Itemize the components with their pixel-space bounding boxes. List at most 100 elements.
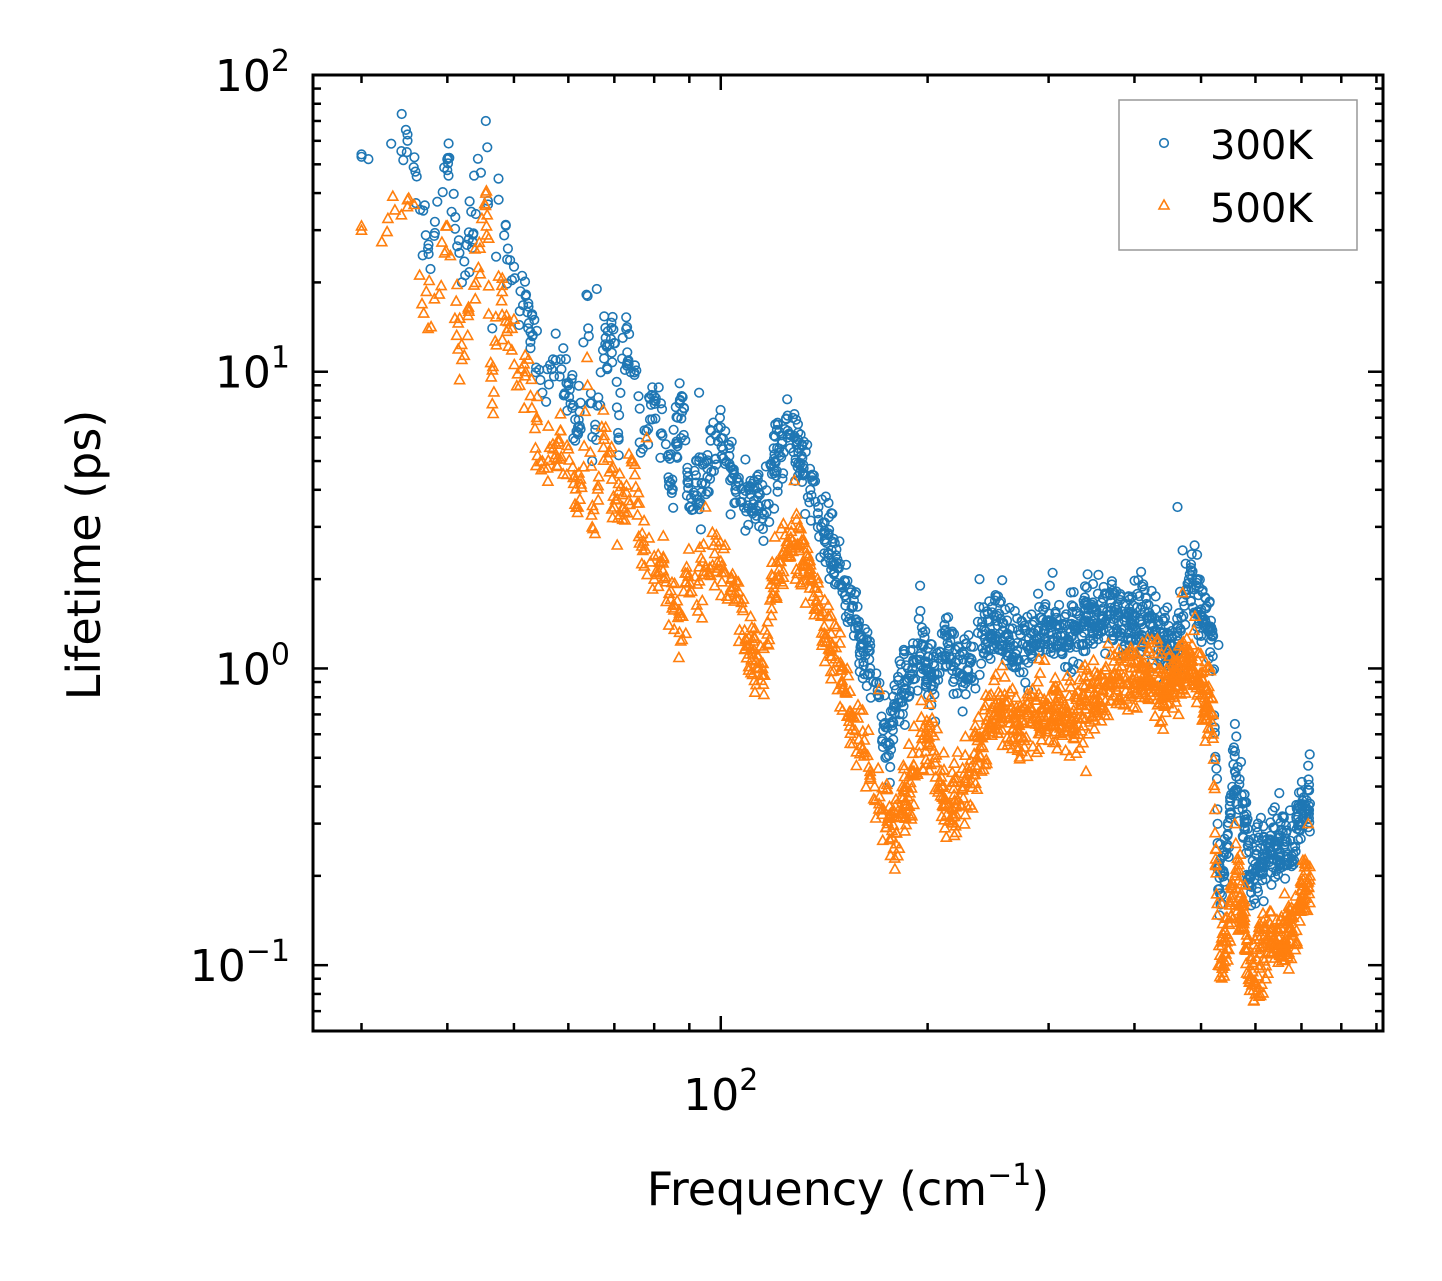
data-point xyxy=(907,719,921,732)
data-point xyxy=(974,573,985,585)
data-point xyxy=(638,559,651,571)
data-point xyxy=(1277,935,1291,947)
data-point xyxy=(1278,812,1289,824)
data-point xyxy=(1099,660,1113,672)
data-point xyxy=(1035,705,1049,718)
data-point xyxy=(810,496,821,507)
data-point xyxy=(1261,847,1273,859)
data-point xyxy=(525,336,536,348)
data-point xyxy=(662,618,676,630)
data-point xyxy=(924,690,937,703)
data-point xyxy=(1030,693,1044,706)
data-point xyxy=(967,747,981,759)
data-point xyxy=(970,683,981,694)
data-point xyxy=(785,518,798,530)
data-point xyxy=(984,622,996,634)
data-point xyxy=(1247,993,1261,1006)
legend-marker-500K xyxy=(1157,198,1171,210)
data-point xyxy=(659,594,673,607)
data-point xyxy=(562,405,573,416)
data-point xyxy=(442,154,453,165)
data-point xyxy=(960,689,971,700)
data-point xyxy=(862,723,875,736)
data-point xyxy=(581,378,594,391)
data-point xyxy=(1151,698,1164,710)
data-point xyxy=(776,544,790,557)
data-point xyxy=(814,531,825,542)
data-point xyxy=(1232,863,1246,876)
data-point xyxy=(1034,601,1045,613)
data-point xyxy=(1222,830,1233,841)
data-point xyxy=(961,638,972,649)
data-point xyxy=(1269,822,1280,834)
data-point xyxy=(964,753,977,765)
data-point xyxy=(1040,644,1051,655)
data-point xyxy=(1243,837,1254,848)
data-point xyxy=(1093,621,1104,633)
data-point xyxy=(1209,841,1223,854)
data-point xyxy=(440,219,454,231)
data-point xyxy=(541,474,555,487)
data-point xyxy=(585,388,597,399)
data-point xyxy=(682,586,696,598)
data-point xyxy=(1076,719,1090,731)
data-point xyxy=(1136,669,1150,682)
data-point xyxy=(1007,656,1018,668)
x-tick-label: 102 xyxy=(683,1063,758,1121)
data-point xyxy=(863,772,877,785)
data-point xyxy=(947,788,961,800)
data-point xyxy=(482,231,496,243)
data-point xyxy=(611,376,622,388)
y-tick-label: 101 xyxy=(215,341,290,399)
data-point xyxy=(857,638,869,649)
data-point xyxy=(1104,671,1117,683)
data-point xyxy=(1287,841,1298,853)
data-point xyxy=(691,490,702,501)
data-point xyxy=(905,764,919,777)
data-point xyxy=(1136,635,1149,648)
data-point xyxy=(386,189,400,201)
data-point xyxy=(795,533,809,546)
data-point xyxy=(1303,774,1314,785)
data-point xyxy=(1078,702,1092,714)
data-point xyxy=(753,469,764,480)
data-point xyxy=(442,158,454,169)
data-point xyxy=(1273,947,1287,960)
data-point xyxy=(621,312,632,323)
data-point xyxy=(1212,958,1225,971)
data-point xyxy=(1215,950,1229,962)
data-point xyxy=(628,467,642,480)
data-point xyxy=(1263,843,1274,854)
data-point xyxy=(757,687,771,700)
data-point xyxy=(1022,611,1033,623)
data-point xyxy=(824,672,838,684)
data-point xyxy=(803,572,817,584)
data-point xyxy=(766,586,779,599)
data-point xyxy=(1186,549,1197,560)
data-point xyxy=(1248,833,1259,845)
data-point xyxy=(1226,876,1240,889)
data-point xyxy=(1032,652,1046,664)
data-point xyxy=(724,580,738,593)
data-point xyxy=(1148,658,1162,670)
data-point xyxy=(402,135,413,146)
data-point xyxy=(929,676,941,688)
data-point xyxy=(709,534,723,546)
data-point xyxy=(1032,588,1044,599)
data-point xyxy=(829,579,841,590)
data-point xyxy=(1066,600,1077,611)
data-point xyxy=(601,446,615,458)
data-point xyxy=(1132,588,1143,600)
data-point xyxy=(1297,893,1311,905)
data-point xyxy=(556,364,567,375)
data-point xyxy=(580,350,594,363)
data-point xyxy=(1053,687,1066,699)
data-point xyxy=(1061,717,1075,729)
data-point xyxy=(1019,730,1033,742)
data-point xyxy=(1161,697,1175,709)
data-point xyxy=(1138,623,1150,634)
data-point xyxy=(758,623,772,635)
data-point xyxy=(1081,582,1092,593)
data-point xyxy=(1151,646,1165,659)
data-point xyxy=(419,284,433,297)
